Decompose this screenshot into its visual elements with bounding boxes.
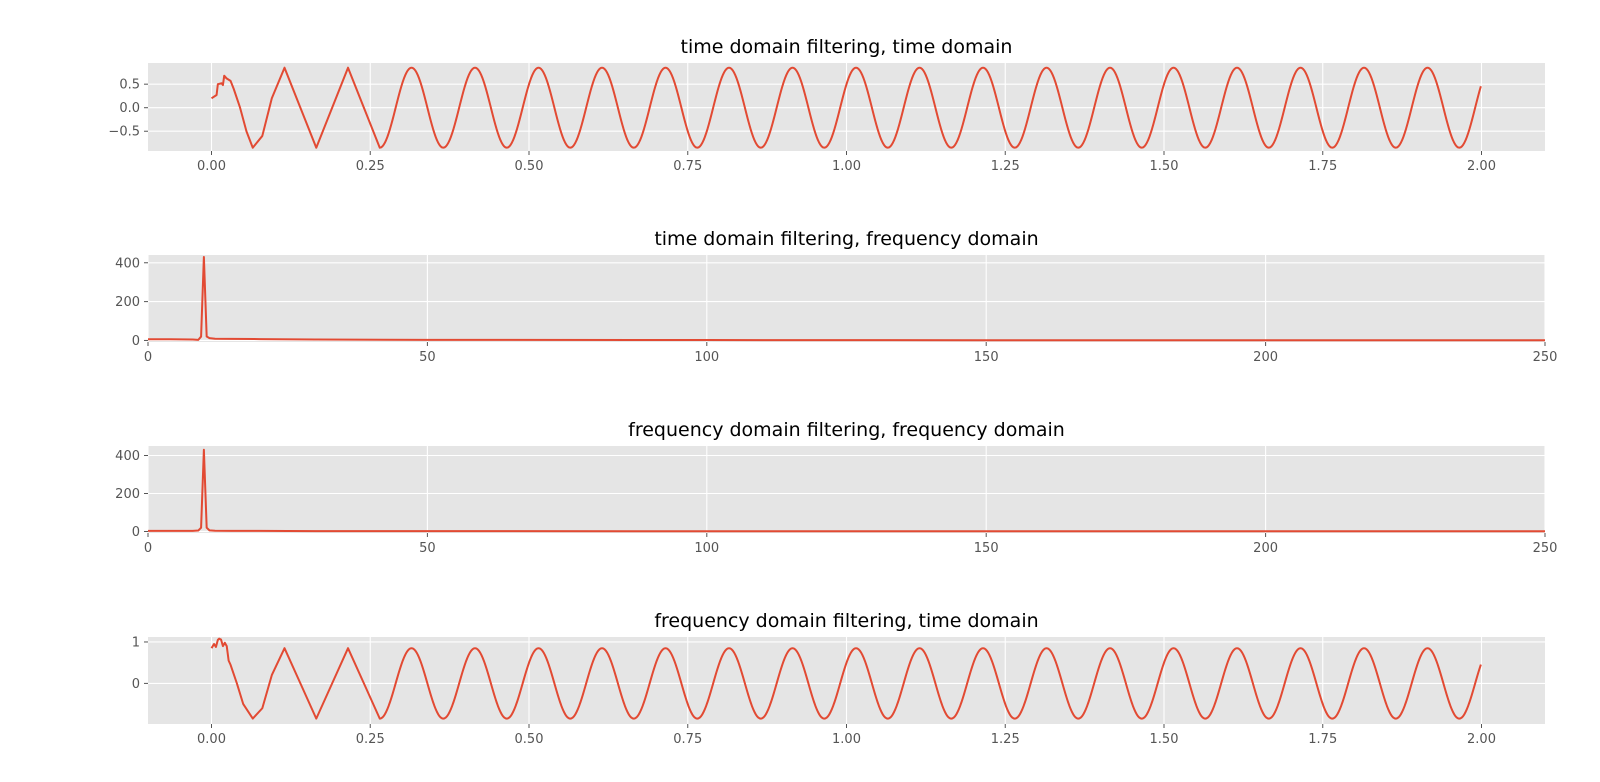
subplot-1: 0.00 0.25 0.50 0.75 1.00 1.25 1.50 1.75 2.00 −0.5… <box>108 36 1545 174</box>
tick-labels: 0.00 0.25 0.50 0.75 1.00 1.25 1.50 1.75 2.00 −0.5… <box>108 78 1496 174</box>
x-tick-label: 2.00 <box>1467 159 1496 174</box>
subplot-4: 0.00 0.25 0.50 0.75 1.00 1.25 1.50 1.75 2.00 0 1 f… <box>132 610 1545 747</box>
x-tick-label: 50 <box>419 350 436 365</box>
axes-background <box>148 446 1545 533</box>
y-tick-label: 400 <box>115 256 140 271</box>
x-tick-label: 100 <box>694 350 719 365</box>
x-tick-label: 0.75 <box>673 159 702 174</box>
tick-labels: 0.00 0.25 0.50 0.75 1.00 1.25 1.50 1.75 2.00 0 1 <box>132 635 1496 747</box>
x-tick-label: 2.00 <box>1467 732 1496 747</box>
x-tick-label: 0.50 <box>515 159 544 174</box>
x-tick-label: 0.00 <box>197 159 226 174</box>
subplot-title: time domain filtering, time domain <box>681 36 1013 58</box>
x-tick-label: 1.75 <box>1308 159 1337 174</box>
y-tick-label: 0 <box>132 677 140 692</box>
x-tick-label: 0 <box>144 541 152 556</box>
subplot-2: 0 50 100 150 200 250 0 200 400 time domain filte… <box>115 228 1557 365</box>
subplot-title: time domain filtering, frequency domain <box>654 228 1038 250</box>
gridlines <box>148 637 1545 724</box>
x-tick-label: 1.00 <box>832 159 861 174</box>
x-tick-label: 1.00 <box>832 732 861 747</box>
y-tick-label: 0.0 <box>119 101 140 116</box>
subplot-title: frequency domain filtering, time domain <box>654 610 1038 632</box>
series-line <box>148 255 1545 342</box>
x-tick-label: 1.50 <box>1150 159 1179 174</box>
y-tick-label: 200 <box>115 487 140 502</box>
x-tick-label: 0.00 <box>197 732 226 747</box>
x-tick-label: 0.25 <box>356 159 385 174</box>
x-tick-label: 100 <box>694 541 719 556</box>
x-tick-label: 250 <box>1533 350 1558 365</box>
x-tick-label: 150 <box>974 350 999 365</box>
x-tick-label: 0 <box>144 350 152 365</box>
x-tick-label: 150 <box>974 541 999 556</box>
y-tick-label: 0 <box>132 334 140 349</box>
x-tick-label: 0.75 <box>673 732 702 747</box>
axes-background <box>148 255 1545 342</box>
subplot-title: frequency domain filtering, frequency do… <box>628 419 1065 441</box>
x-tick-label: 0.25 <box>356 732 385 747</box>
y-tick-label: 200 <box>115 295 140 310</box>
y-tick-label: 1 <box>132 635 140 650</box>
series-line <box>148 448 1545 533</box>
x-tick-label: 1.50 <box>1150 732 1179 747</box>
x-tick-label: 200 <box>1253 541 1278 556</box>
x-tick-label: 200 <box>1253 350 1278 365</box>
subplot-3: 0 50 100 150 200 250 0 200 400 frequency domain … <box>115 419 1557 556</box>
x-tick-label: 0.50 <box>515 732 544 747</box>
x-tick-label: 1.75 <box>1308 732 1337 747</box>
tick-labels: 0 50 100 150 200 250 0 200 400 <box>115 449 1557 556</box>
y-tick-label: 400 <box>115 449 140 464</box>
x-tick-label: 1.25 <box>991 159 1020 174</box>
x-tick-label: 50 <box>419 541 436 556</box>
y-tick-label: −0.5 <box>108 125 140 140</box>
x-tick-label: 1.25 <box>991 732 1020 747</box>
y-tick-label: 0.5 <box>119 78 140 93</box>
x-tick-label: 250 <box>1533 541 1558 556</box>
y-tick-label: 0 <box>132 525 140 540</box>
series-line <box>210 66 1482 149</box>
tick-labels: 0 50 100 150 200 250 0 200 400 <box>115 256 1557 365</box>
series-line <box>210 637 1482 720</box>
